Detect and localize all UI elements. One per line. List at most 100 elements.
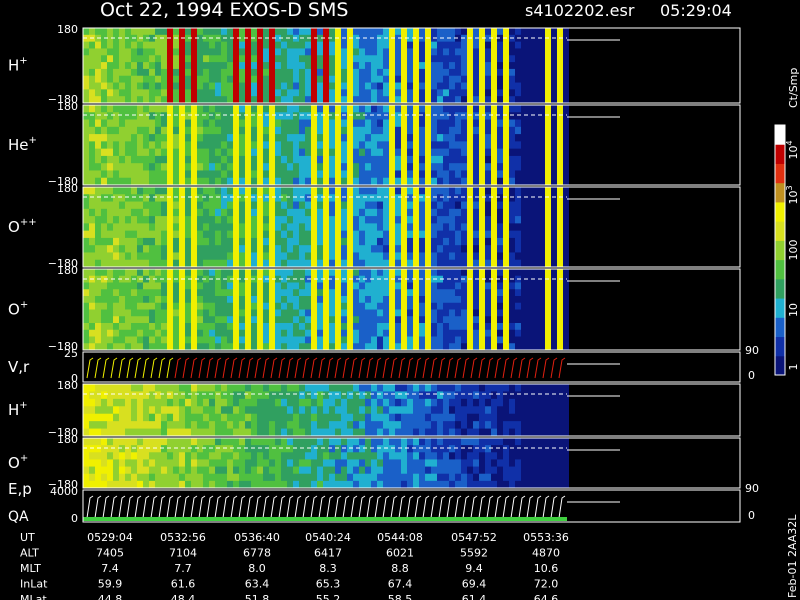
cell <box>203 406 209 415</box>
trace <box>206 495 214 519</box>
cell <box>197 245 203 253</box>
cell <box>299 413 305 422</box>
cell <box>293 259 299 268</box>
cell <box>197 201 203 210</box>
cell <box>107 237 113 246</box>
cell <box>179 398 185 407</box>
cell <box>287 398 293 407</box>
cell <box>257 89 263 97</box>
cell <box>221 187 227 195</box>
cell <box>419 480 425 489</box>
cell <box>119 41 125 49</box>
ion-name: H <box>8 401 19 419</box>
cell <box>479 252 485 261</box>
cell <box>359 391 365 400</box>
cell <box>203 230 209 239</box>
cell <box>167 473 173 482</box>
cell <box>443 62 449 70</box>
panel-label: O++ <box>8 217 37 236</box>
cell <box>251 55 257 63</box>
cell <box>551 259 557 268</box>
colorbar-segment <box>775 240 785 261</box>
cell <box>479 391 485 400</box>
trace <box>270 357 278 379</box>
cell <box>491 309 497 317</box>
trace <box>302 495 310 519</box>
cell <box>173 155 179 164</box>
cell <box>83 398 89 407</box>
cell <box>497 445 503 453</box>
cell <box>257 438 263 446</box>
cell <box>551 473 557 482</box>
cell <box>125 445 131 453</box>
cell <box>419 406 425 415</box>
cell <box>161 194 167 203</box>
cell <box>143 41 149 49</box>
cell <box>485 438 491 446</box>
cell <box>125 398 131 407</box>
cell <box>311 230 317 239</box>
cell <box>479 466 485 475</box>
cell <box>149 323 155 331</box>
cell <box>299 155 305 164</box>
cell <box>515 459 521 468</box>
cell <box>461 177 467 186</box>
cell <box>431 428 437 437</box>
cell <box>455 28 461 36</box>
cell <box>107 41 113 49</box>
cell <box>563 216 569 224</box>
cell <box>323 323 329 331</box>
cell <box>161 445 167 453</box>
cell <box>431 170 437 179</box>
cell <box>383 89 389 97</box>
cell <box>281 105 287 113</box>
cell <box>137 48 143 56</box>
cell <box>407 119 413 128</box>
cell <box>179 105 185 113</box>
cell <box>443 336 449 344</box>
cell <box>371 384 377 392</box>
cell <box>155 28 161 36</box>
cell <box>533 89 539 97</box>
cell <box>329 237 335 246</box>
cell <box>257 170 263 179</box>
cell <box>83 126 89 135</box>
cell <box>353 41 359 49</box>
cell <box>107 126 113 135</box>
cell <box>485 282 491 290</box>
cell <box>401 323 407 331</box>
cell <box>437 302 443 310</box>
cell <box>335 289 341 297</box>
trace <box>526 495 534 519</box>
cell <box>263 89 269 97</box>
cell <box>551 105 557 113</box>
cell <box>515 336 521 344</box>
cell <box>113 96 119 104</box>
cell <box>167 384 173 392</box>
cell <box>557 68 563 77</box>
cell <box>305 112 311 121</box>
cell <box>155 275 161 283</box>
cell <box>443 68 449 77</box>
cell <box>137 41 143 49</box>
cell <box>371 329 377 337</box>
cell <box>131 194 137 203</box>
cell <box>503 75 509 84</box>
cell <box>215 201 221 210</box>
cell <box>491 34 497 43</box>
cell <box>131 48 137 56</box>
cell <box>221 343 227 351</box>
cell <box>539 82 545 90</box>
trace <box>478 495 486 519</box>
cell <box>377 269 383 277</box>
cell <box>365 119 371 128</box>
cell <box>347 323 353 331</box>
cell <box>95 230 101 239</box>
cell <box>305 62 311 70</box>
cell <box>143 406 149 415</box>
cell <box>353 466 359 475</box>
cell <box>539 62 545 70</box>
cell <box>497 275 503 283</box>
cell <box>107 230 113 239</box>
cell <box>155 187 161 195</box>
